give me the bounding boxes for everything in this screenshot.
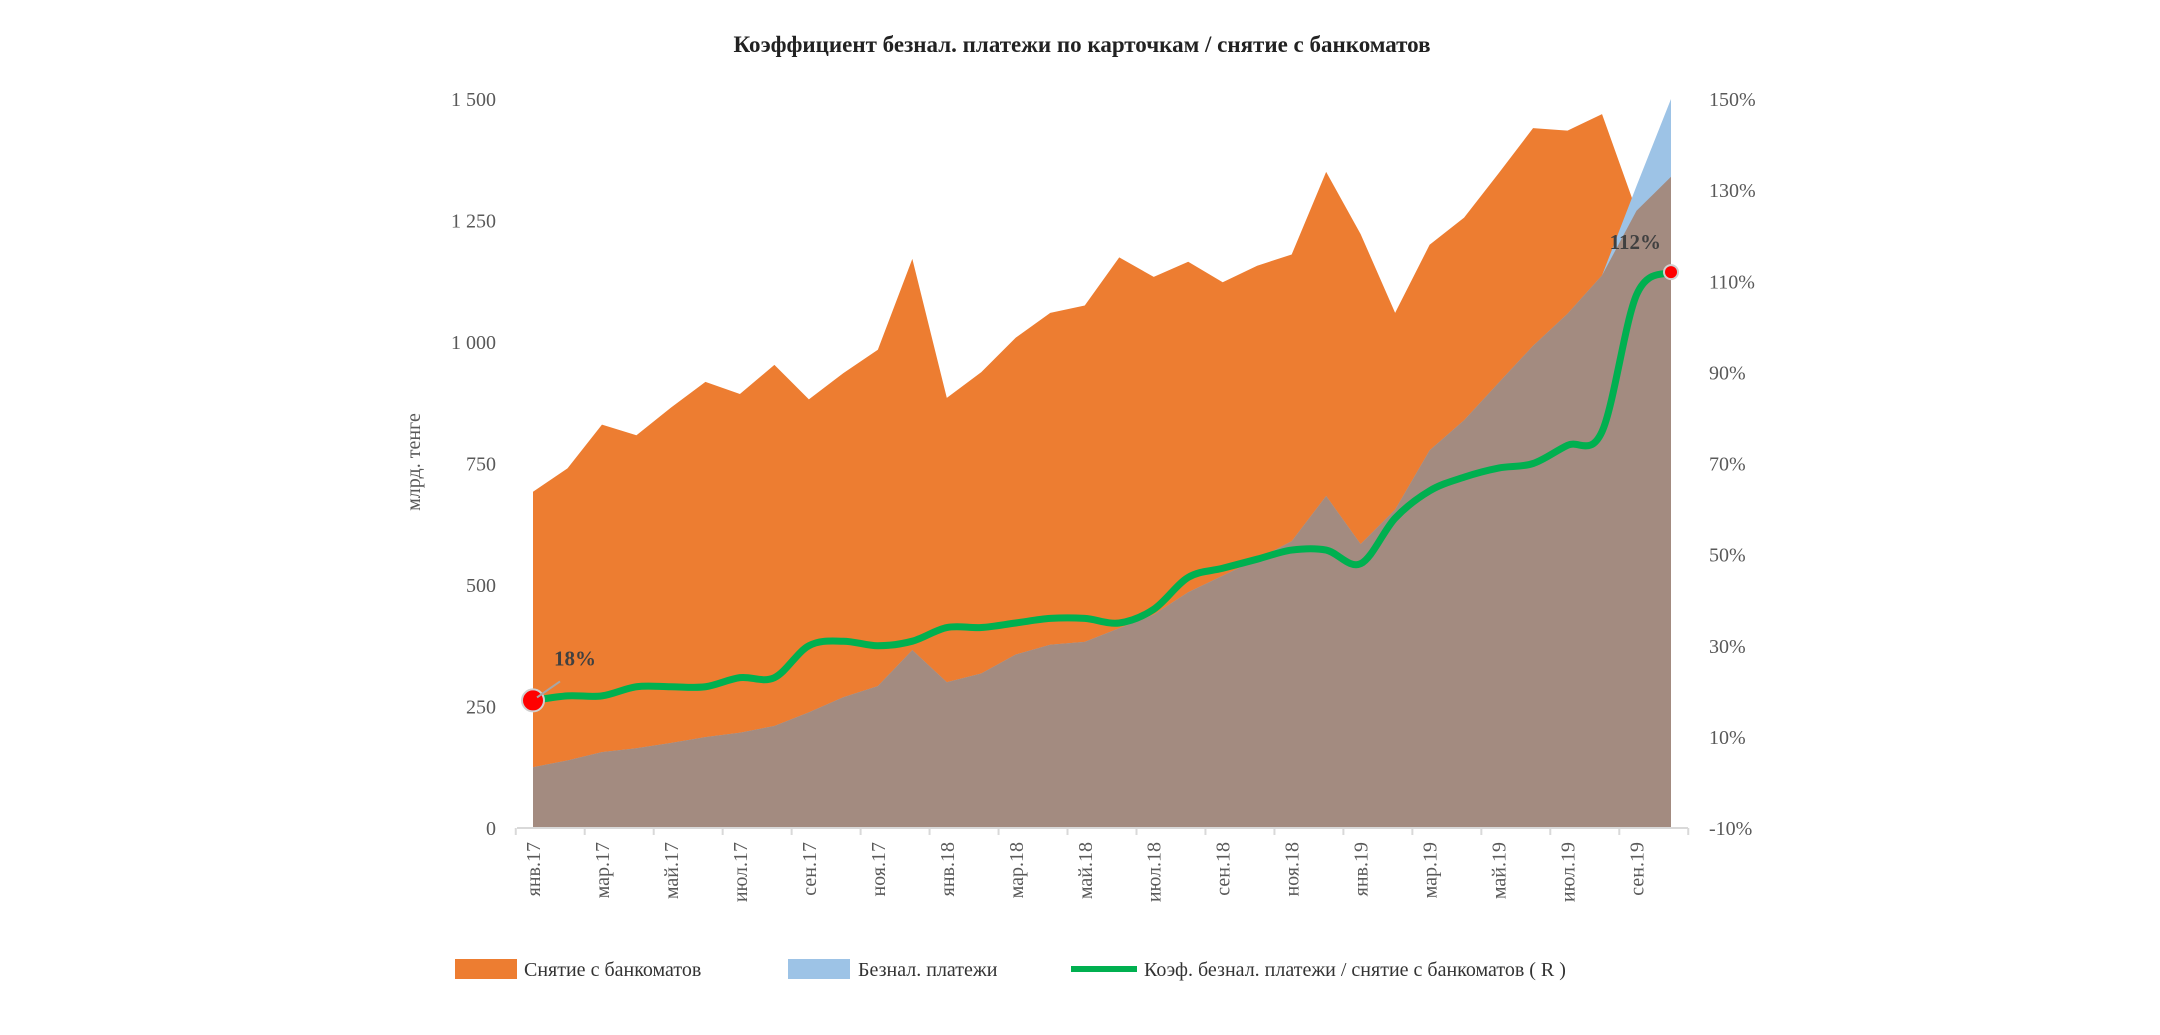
y2-tick-label: 110% (1709, 271, 1755, 293)
x-tick-label: янв.17 (523, 842, 545, 896)
x-tick-label: ноя.17 (868, 842, 890, 897)
x-tick-label: май.17 (661, 842, 683, 899)
x-tick-label: июл.19 (1558, 842, 1580, 902)
y-tick-label: 250 (466, 697, 496, 719)
y2-tick-label: 30% (1709, 636, 1746, 658)
x-tick-label: ноя.18 (1282, 842, 1304, 897)
chart-title: Коэффициент безнал. платежи по карточкам… (733, 32, 1430, 57)
annotation-label: 112% (1610, 230, 1661, 254)
legend-label-noncash: Безнал. платежи (858, 959, 998, 981)
y2-tick-label: 70% (1709, 454, 1746, 476)
y2-tick-label: -10% (1709, 818, 1752, 840)
legend-swatch-noncash (788, 959, 850, 979)
x-tick-label: янв.19 (1351, 842, 1373, 896)
legend: Снятие с банкоматов Безнал. платежи Коэф… (455, 959, 1566, 981)
annotation-label: 18% (554, 646, 596, 670)
x-tick-label: сен.19 (1627, 842, 1649, 896)
x-tick-label: май.19 (1489, 842, 1511, 899)
legend-label-ratio: Коэф. безнал. платежи / снятие с банкома… (1144, 959, 1566, 981)
y-tick-label: 1 250 (451, 211, 496, 233)
annotation-marker (521, 688, 545, 713)
x-tick-label: сен.17 (799, 842, 821, 896)
x-tick-label: мар.17 (592, 842, 614, 898)
y-tick-label: 1 000 (451, 332, 496, 354)
legend-label-atm: Снятие с банкоматов (524, 959, 701, 981)
y-tick-label: 500 (466, 575, 496, 597)
y2-tick-label: 130% (1709, 180, 1756, 202)
x-tick-label: сен.18 (1213, 842, 1235, 896)
x-tick-label: июл.18 (1144, 842, 1166, 902)
y-tick-label: 750 (466, 454, 496, 476)
y2-tick-label: 90% (1709, 362, 1746, 384)
x-tick-label: мар.19 (1420, 842, 1442, 898)
y-tick-label: 1 500 (451, 89, 496, 111)
line-series-ratio (529, 268, 1675, 704)
y-axis-label: млрд. тенге (403, 413, 425, 511)
annotation-marker (1663, 264, 1679, 281)
x-tick-label: июл.17 (730, 842, 752, 902)
x-tick-label: мар.18 (1006, 842, 1028, 898)
x-tick-label: май.18 (1075, 842, 1097, 899)
area-overlap (533, 176, 1671, 828)
x-tick-label: янв.18 (937, 842, 959, 896)
y2-tick-label: 150% (1709, 89, 1756, 111)
y-tick-label: 0 (486, 818, 496, 840)
y2-tick-label: 10% (1709, 727, 1746, 749)
y2-tick-label: 50% (1709, 545, 1746, 567)
annotation-leader (536, 680, 561, 699)
legend-swatch-atm (455, 959, 517, 979)
